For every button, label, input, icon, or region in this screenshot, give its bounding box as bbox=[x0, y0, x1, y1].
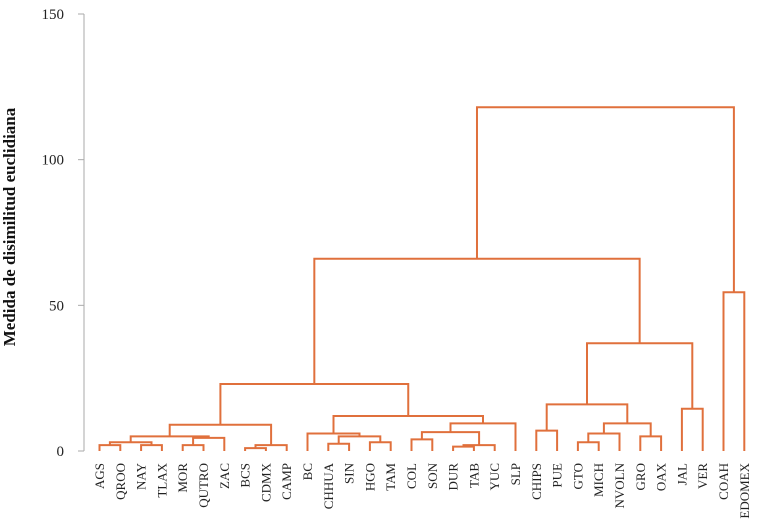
dendrogram-link-c9-c19 bbox=[219, 382, 410, 425]
dendrogram-link-c26-c27 bbox=[586, 342, 694, 409]
dendrogram-link-c6-c8 bbox=[168, 423, 273, 446]
dendrogram-link-col-son bbox=[410, 438, 434, 451]
leaf-label-tlax: TLAX bbox=[154, 462, 169, 497]
leaf-label-son: SON bbox=[425, 462, 440, 489]
leaf-label-nay: NAY bbox=[134, 462, 149, 490]
dendrogram-link-chhua-sin bbox=[327, 442, 351, 451]
leaf-label-mor: MOR bbox=[175, 463, 190, 493]
leaf-label-tab: TAB bbox=[466, 463, 481, 488]
leaf-label-chips: CHIPS bbox=[529, 463, 544, 500]
leaf-label-ags: AGS bbox=[92, 463, 107, 489]
dendrogram-link-c21-c25 bbox=[545, 403, 629, 431]
leaf-label-gro: GRO bbox=[633, 463, 648, 490]
leaf-label-dur: DUR bbox=[446, 463, 461, 491]
dendrogram-link-hgo-tam bbox=[368, 441, 392, 451]
leaf-label-nvoln: NVOLN bbox=[612, 462, 627, 508]
dendrogram-link-gto-mich bbox=[576, 441, 600, 451]
dendrogram-link-gro-oax bbox=[639, 435, 663, 451]
leaf-label-yuc: YUC bbox=[487, 463, 502, 490]
leaf-label-edomex: EDOMEX bbox=[737, 462, 752, 518]
leaf-label-coah: COAH bbox=[716, 463, 731, 500]
leaf-label-cdmx: CDMX bbox=[258, 462, 273, 502]
dendrogram-link-bcs-cdmx bbox=[244, 447, 267, 451]
dendrogram-link-jal-ver bbox=[680, 407, 704, 451]
leaf-label-ver: VER bbox=[695, 463, 710, 489]
leaf-label-mich: MICH bbox=[591, 463, 606, 497]
dendrogram-link-c20-c28 bbox=[313, 257, 641, 384]
leaf-label-col: COL bbox=[404, 463, 419, 489]
dendrogram-link-nay-tlax bbox=[140, 444, 163, 451]
y-tick-label: 0 bbox=[57, 444, 65, 460]
y-tick-label: 100 bbox=[42, 153, 65, 169]
leaf-label-chhua: CHHUA bbox=[321, 462, 336, 509]
leaf-label-bcs: BCS bbox=[238, 463, 253, 488]
leaf-label-gto: GTO bbox=[570, 463, 585, 489]
dendrogram-link-dur-tab bbox=[452, 445, 475, 451]
dendrogram-link-c29-c30 bbox=[475, 106, 735, 293]
leaf-label-jal: JAL bbox=[674, 463, 689, 485]
leaf-label-sin: SIN bbox=[342, 462, 357, 484]
leaf-label-camp: CAMP bbox=[279, 463, 294, 500]
leaf-label-hgo: HGO bbox=[362, 463, 377, 491]
dendrogram-link-c13-c18 bbox=[332, 415, 484, 434]
dendrogram-link-ags-qroo bbox=[98, 444, 122, 451]
leaf-label-oax: OAX bbox=[654, 462, 669, 491]
leaf-label-qutro: QUTRO bbox=[196, 463, 211, 508]
leaf-label-tam: TAM bbox=[383, 463, 398, 491]
dendrogram-link-chips-pue bbox=[535, 429, 559, 451]
leaf-label-pue: PUE bbox=[550, 463, 565, 488]
dendrogram-link-coah-edomex bbox=[722, 291, 746, 451]
leaf-label-qroo: QROO bbox=[113, 463, 128, 500]
leaf-label-bc: BC bbox=[300, 463, 315, 480]
leaf-label-zac: ZAC bbox=[217, 463, 232, 489]
y-tick-label: 150 bbox=[42, 7, 65, 23]
leaf-label-slp: SLP bbox=[508, 463, 523, 485]
dendrogram-link-mor-qutro bbox=[181, 444, 205, 451]
dendrogram-link-c15-yuc bbox=[462, 444, 496, 451]
y-axis-title: Medida de disimilitud euclidiana bbox=[0, 107, 19, 346]
y-tick-label: 50 bbox=[49, 298, 64, 314]
